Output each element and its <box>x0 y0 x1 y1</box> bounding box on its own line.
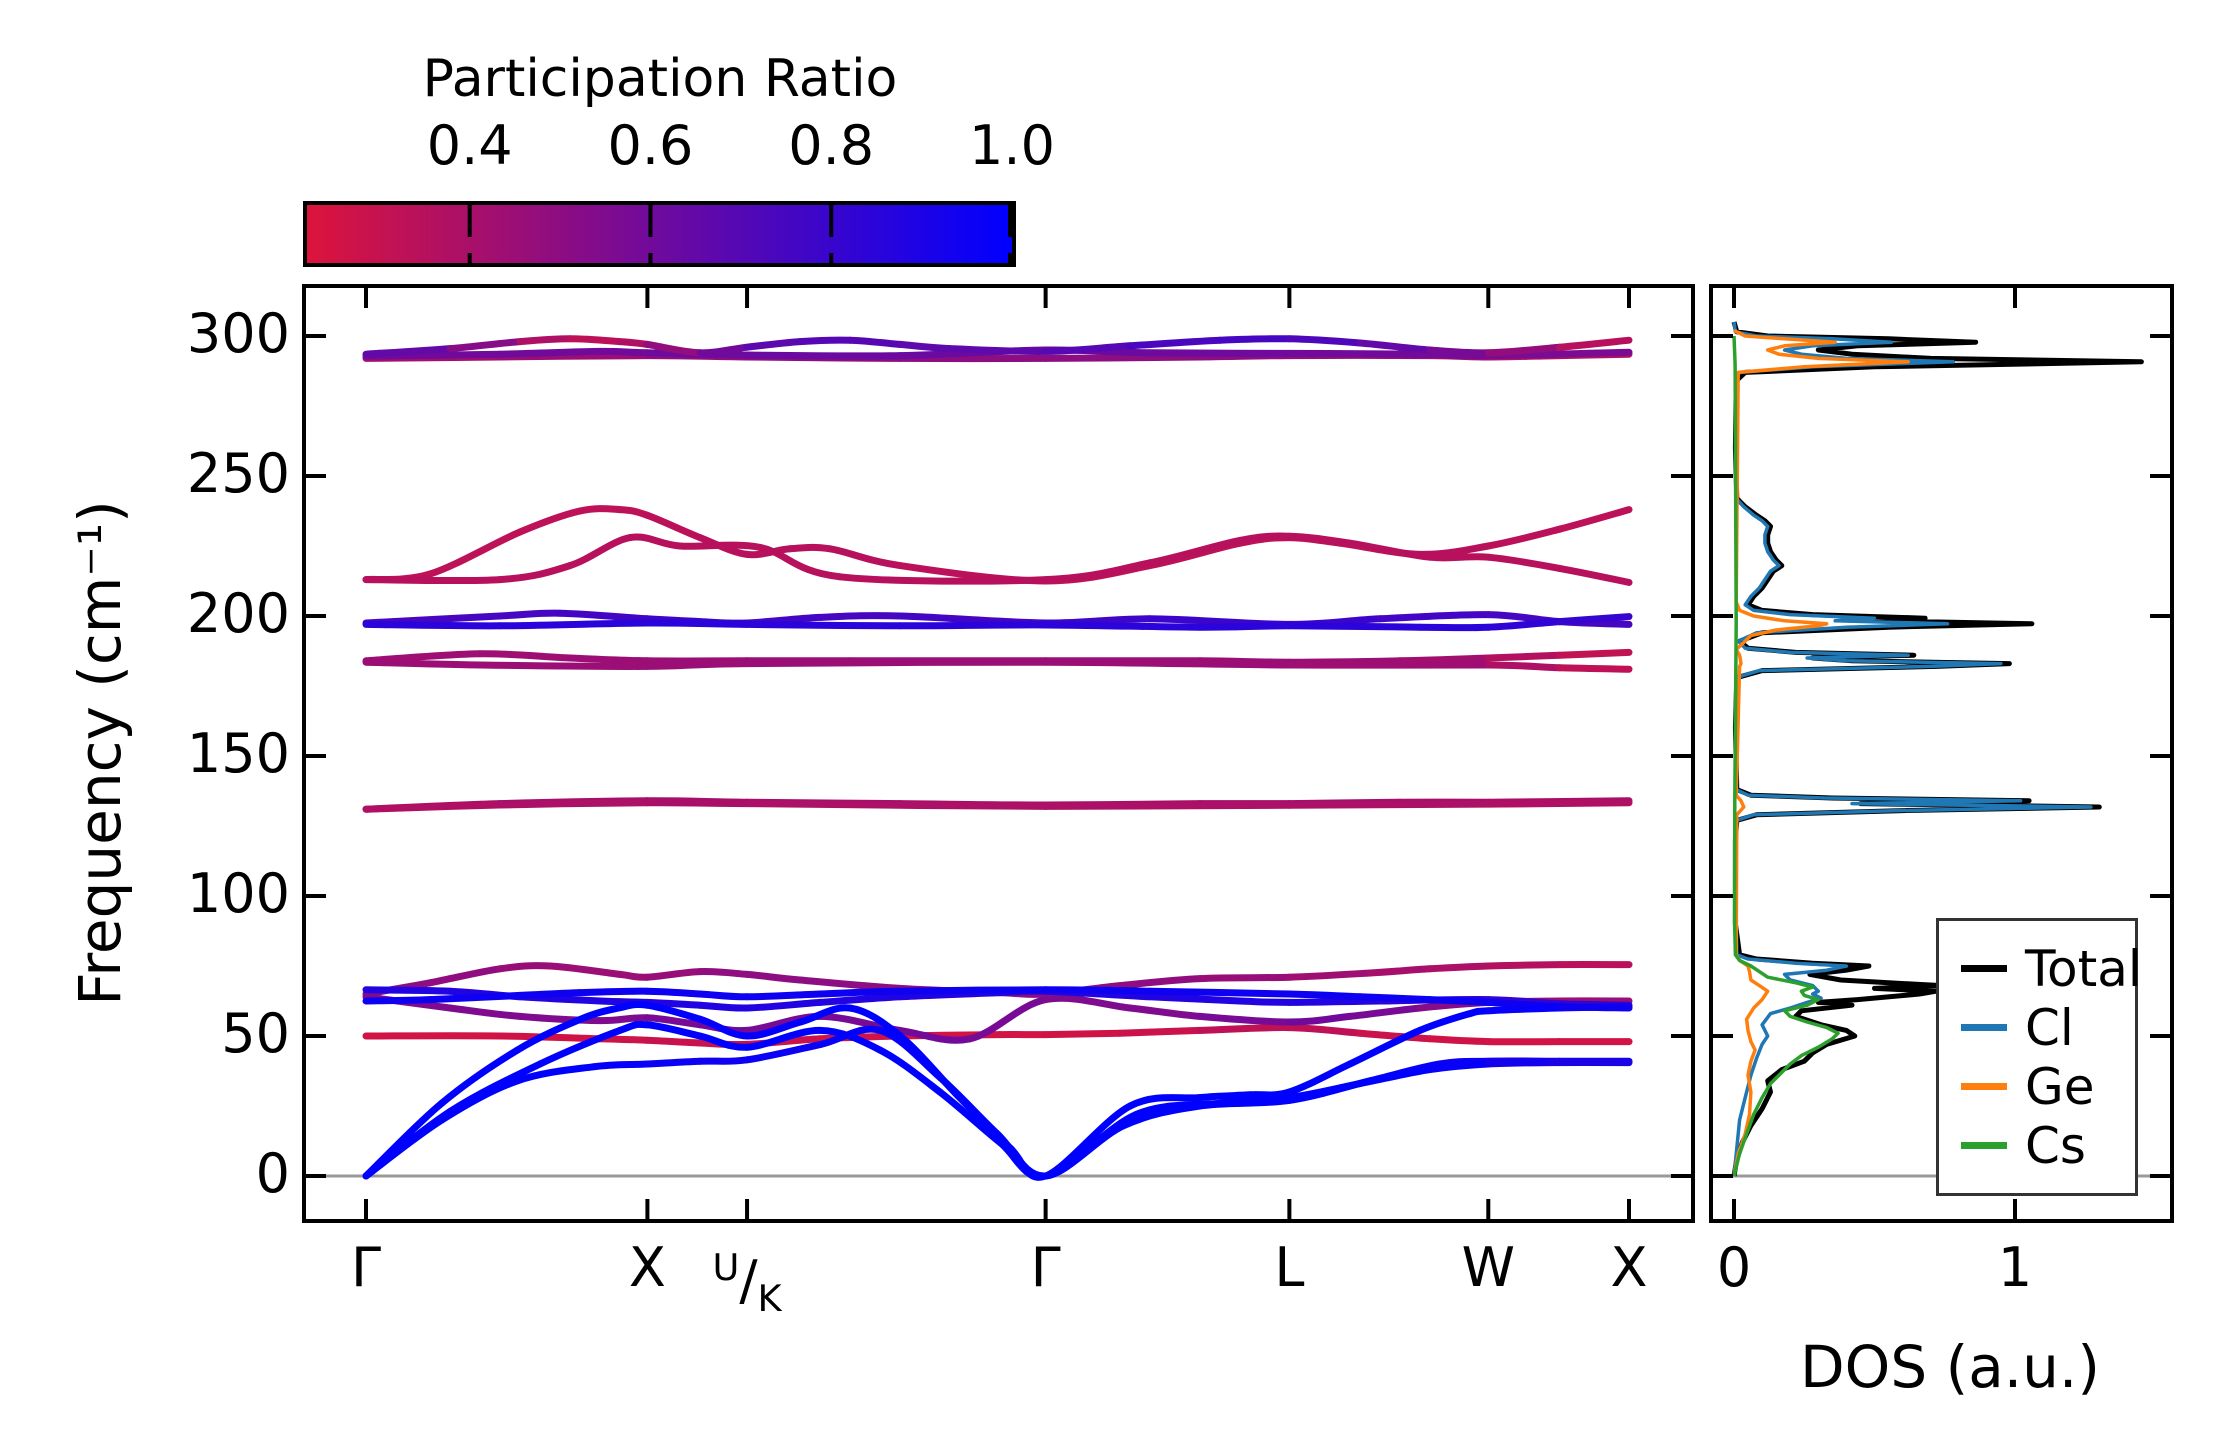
y-axis-label: Frequency (cm⁻¹) <box>66 500 134 1006</box>
legend-label-total: Total <box>2025 939 2142 998</box>
kpath-label-5: W <box>1461 1236 1515 1299</box>
legend-label-cl: Cl <box>2025 998 2074 1057</box>
dos-axes: Total Cl Ge Cs <box>1709 284 2174 1223</box>
kpath-label-2: U/K <box>712 1246 782 1320</box>
colorbar-tick-label: 0.8 <box>788 114 875 177</box>
frequency-tick-label: 250 <box>186 442 290 505</box>
colorbar-tick-label: 0.6 <box>607 114 694 177</box>
legend-label-cs: Cs <box>2025 1116 2086 1175</box>
band-structure-axes <box>302 284 1695 1223</box>
dos-x-label: DOS (a.u.) <box>1800 1333 2100 1401</box>
dos-tick-label: 0 <box>1716 1236 1752 1299</box>
legend-label-ge: Ge <box>2025 1057 2095 1116</box>
frequency-tick-label: 150 <box>186 722 290 785</box>
legend-swatch-ge <box>1961 1083 2007 1090</box>
legend-swatch-cl <box>1961 1024 2007 1031</box>
kpath-label-1: X <box>628 1236 666 1299</box>
colorbar-tick-label: 0.4 <box>426 114 513 177</box>
kpath-label-0: Γ <box>350 1236 382 1299</box>
legend-row-total: Total <box>1961 939 2142 998</box>
frequency-tick-label: 50 <box>221 1002 290 1065</box>
legend-swatch-total <box>1961 965 2007 972</box>
colorbar-tick-label: 1.0 <box>969 114 1055 177</box>
kpath-label-3: Γ <box>1030 1236 1061 1299</box>
legend-row-cs: Cs <box>1961 1116 2113 1175</box>
legend-row-ge: Ge <box>1961 1057 2113 1116</box>
dos-legend: Total Cl Ge Cs <box>1936 918 2142 1196</box>
frequency-tick-label: 100 <box>186 862 290 925</box>
frequency-tick-label: 0 <box>255 1142 290 1205</box>
legend-swatch-cs <box>1961 1142 2007 1149</box>
frequency-tick-label: 300 <box>186 302 290 365</box>
colorbar-title: Participation Ratio <box>422 49 898 109</box>
legend-row-cl: Cl <box>1961 998 2113 1057</box>
dos-tick-label: 1 <box>1997 1236 2033 1299</box>
colorbar-gradient <box>303 201 1016 267</box>
kpath-label-6: X <box>1610 1236 1648 1299</box>
frequency-tick-label: 200 <box>186 582 290 645</box>
kpath-label-4: L <box>1274 1236 1305 1299</box>
